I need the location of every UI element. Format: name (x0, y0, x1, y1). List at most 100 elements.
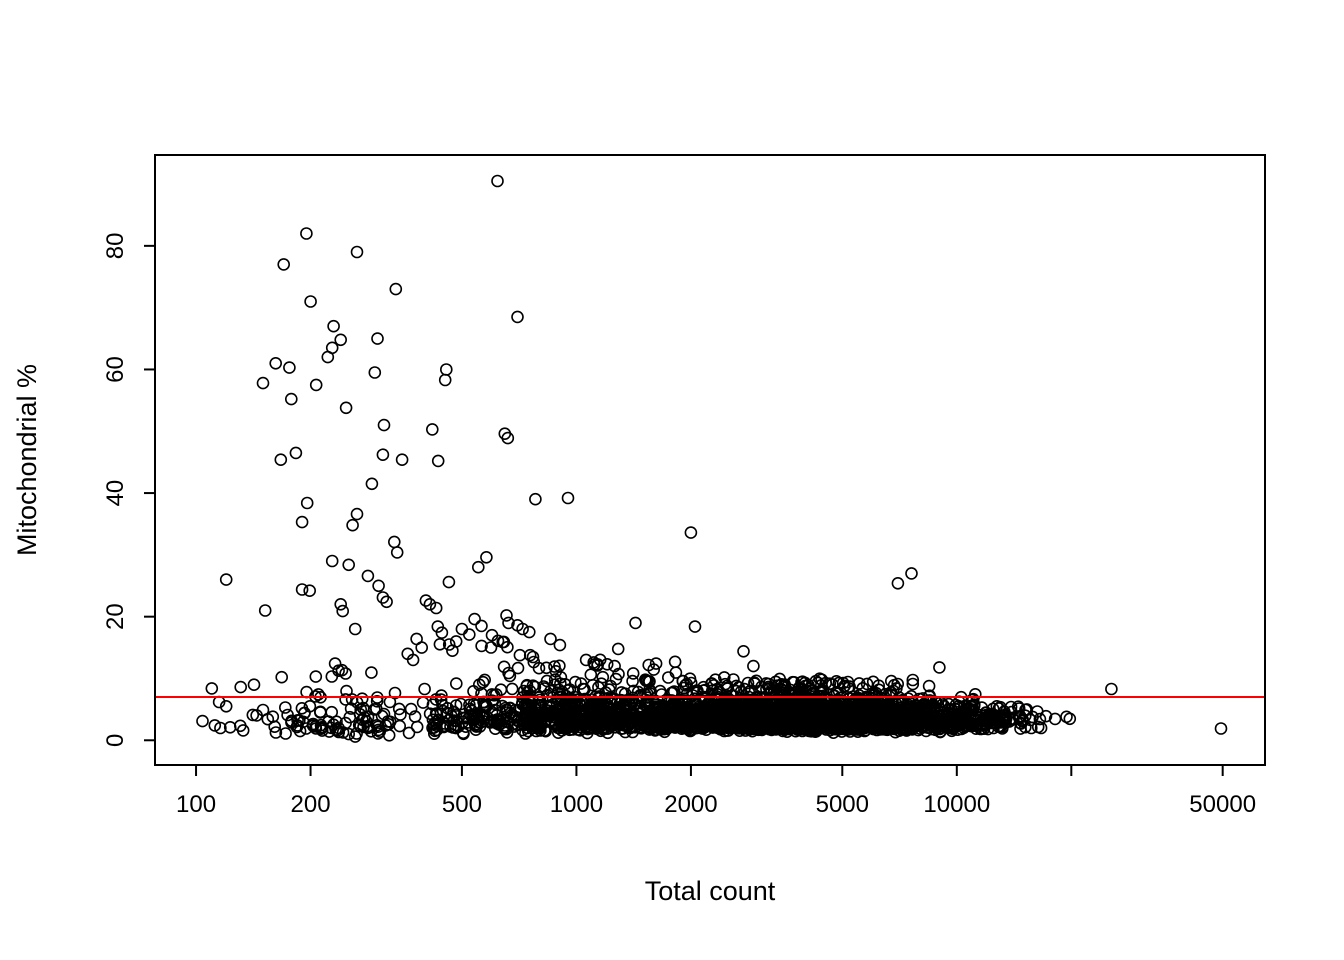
data-point (469, 723, 483, 737)
data-point (325, 554, 339, 568)
data-point (406, 653, 420, 667)
data-point (891, 576, 905, 590)
data-point (522, 625, 536, 639)
data-point (361, 569, 375, 583)
data-point (688, 620, 702, 633)
data-point (720, 679, 734, 693)
data-point (925, 722, 938, 736)
data-point (278, 701, 292, 714)
x-tick-label: 100 (176, 791, 216, 818)
data-point (281, 708, 294, 722)
data-point (906, 673, 920, 687)
data-point (952, 718, 966, 732)
data-point (387, 535, 401, 549)
data-point (675, 704, 689, 718)
data-point (874, 691, 888, 705)
data-point (597, 722, 611, 736)
data-point (300, 496, 314, 510)
data-point (860, 677, 874, 691)
data-point (236, 724, 250, 737)
data-point (684, 526, 698, 539)
data-point (688, 704, 701, 717)
data-point (462, 712, 475, 725)
data-point (632, 710, 646, 724)
data-point (449, 677, 463, 690)
data-point (831, 716, 845, 730)
data-point (496, 699, 509, 713)
data-point (737, 644, 750, 658)
data-point (699, 708, 713, 722)
data-point (365, 477, 379, 491)
data-point (376, 448, 390, 462)
data-point (304, 295, 317, 308)
data-point (295, 583, 309, 596)
data-point (554, 670, 568, 684)
data-point (728, 712, 742, 725)
data-point (1039, 709, 1053, 723)
data-point (268, 720, 282, 734)
data-point (334, 333, 348, 347)
data-point (196, 714, 209, 728)
data-point (501, 431, 515, 445)
data-point (393, 719, 407, 733)
data-point (901, 707, 914, 721)
data-point (205, 682, 219, 695)
data-point (604, 679, 617, 693)
data-point (648, 698, 662, 711)
data-point (918, 719, 931, 733)
data-point (673, 701, 687, 715)
data-point (527, 655, 541, 669)
data-point (593, 697, 606, 711)
data-point (622, 719, 635, 732)
data-point (776, 699, 790, 713)
data-point (269, 356, 283, 370)
data-point (442, 638, 456, 651)
data-point (608, 659, 621, 673)
y-tick-label: 60 (102, 356, 129, 383)
data-point (676, 674, 690, 688)
data-point (256, 376, 270, 390)
data-point (970, 714, 984, 727)
data-point (485, 705, 499, 719)
data-point (640, 720, 654, 734)
data-point (626, 667, 640, 680)
data-point (438, 373, 452, 387)
data-point (501, 715, 515, 729)
data-point (457, 727, 470, 741)
data-point (416, 696, 430, 709)
data-point (471, 560, 485, 574)
y-tick-label: 0 (102, 734, 129, 747)
data-point (330, 715, 343, 729)
data-point (447, 705, 460, 719)
data-point (614, 708, 628, 721)
data-point (614, 693, 628, 707)
data-point (494, 683, 508, 697)
data-point (1012, 702, 1026, 715)
data-point (804, 712, 818, 726)
data-point (830, 702, 843, 716)
data-point (246, 708, 260, 722)
data-point (666, 686, 679, 699)
data-point (626, 674, 639, 688)
data-point (330, 724, 344, 737)
data-point (475, 687, 488, 700)
data-point (365, 666, 378, 679)
data-point (906, 677, 920, 691)
data-point (763, 686, 776, 700)
data-point (293, 724, 307, 738)
data-point (772, 686, 785, 700)
data-point (430, 723, 444, 737)
data-point (269, 726, 283, 739)
data-point (348, 730, 362, 743)
data-point (447, 720, 461, 734)
data-point (738, 682, 751, 696)
data-point (643, 717, 657, 730)
data-point (523, 648, 537, 662)
data-point (963, 702, 977, 716)
data-point (275, 670, 289, 684)
data-point (988, 713, 1001, 727)
data-point (513, 648, 527, 662)
data-point (309, 670, 323, 683)
data-point (328, 657, 342, 670)
data-point (587, 656, 601, 669)
